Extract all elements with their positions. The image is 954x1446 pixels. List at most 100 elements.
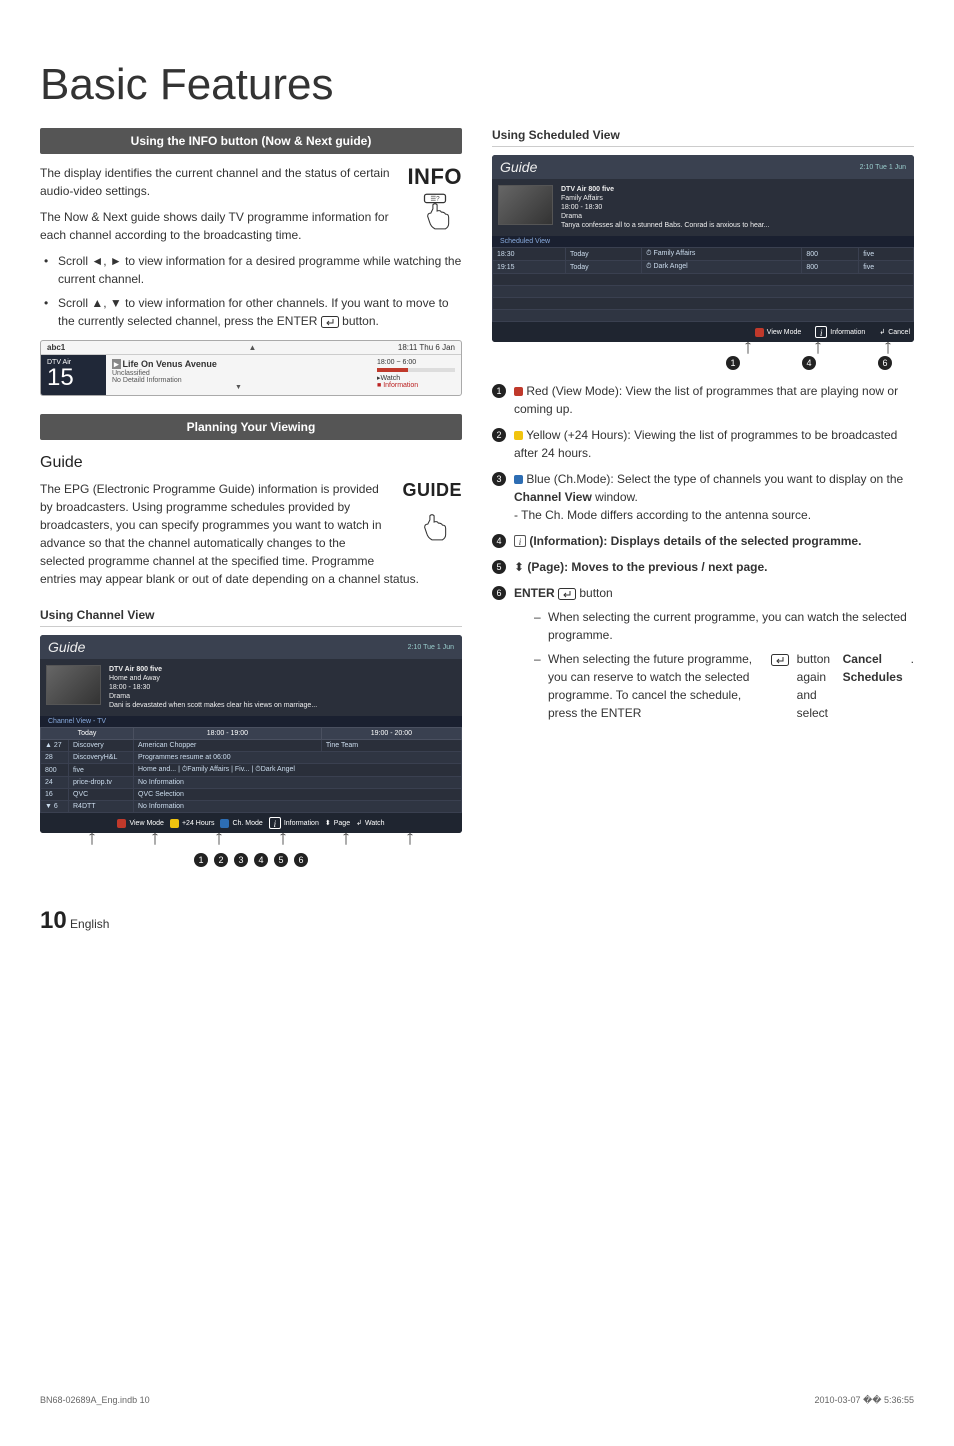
sv-meta-genre: Drama — [561, 212, 770, 221]
cancel-enter-icon: ↲ — [879, 328, 885, 336]
sv-f-cancel: Cancel — [888, 329, 910, 336]
cv-meta-genre: Drama — [109, 692, 317, 701]
guide-p: The EPG (Electronic Programme Guide) inf… — [40, 480, 462, 588]
cv-time: 2:10 Tue 1 Jun — [408, 644, 454, 651]
sv-f-view: View Mode — [767, 329, 802, 336]
table-row: 16QVCQVC Selection — [41, 789, 462, 801]
table-row: 28DiscoveryH&LProgrammes resume at 06:00 — [41, 752, 462, 764]
cv-arrows-row — [40, 833, 462, 847]
note-5: 5⬍ (Page): Moves to the previous / next … — [492, 558, 914, 576]
mini-prog: Life On Venus Avenue — [123, 359, 217, 369]
sv-f-info: Information — [830, 329, 865, 336]
section-info-button: Using the INFO button (Now & Next guide) — [40, 128, 462, 154]
cv-th-s1: 18:00 - 19:00 — [134, 728, 322, 740]
section-planning: Planning Your Viewing — [40, 414, 462, 440]
table-row: ▼ 6R4DTTNo Information — [41, 801, 462, 813]
cv-f-view: View Mode — [129, 820, 164, 827]
page-title: Basic Features — [40, 60, 914, 110]
enter-icon — [321, 314, 339, 328]
table-row: 24price-drop.tvNo Information — [41, 777, 462, 789]
bullet-scroll-lr: Scroll ◄, ► to view information for a de… — [58, 252, 462, 288]
cv-th-s2: 19:00 - 20:00 — [321, 728, 461, 740]
svg-text:☰?: ☰? — [430, 196, 440, 203]
mini-progress — [377, 368, 455, 372]
page-footer: BN68-02689A_Eng.indb 10 2010-03-07 �� 5:… — [40, 1395, 914, 1406]
sv-thumb — [498, 185, 553, 225]
sv-table: 18:30Today⏱ Family Affairs800five 19:15T… — [492, 247, 914, 322]
sv-meta-prog: Family Affairs — [561, 194, 770, 203]
cv-f-info: Information — [284, 820, 319, 827]
finger-icon-2 — [411, 501, 453, 543]
right-column: Using Scheduled View Guide 2:10 Tue 1 Ju… — [492, 128, 914, 867]
cv-viewlabel: Channel View - TV — [40, 716, 462, 727]
note-2: 2 Yellow (+24 Hours): Viewing the list o… — [492, 426, 914, 462]
mini-watch: ▸Watch — [377, 374, 455, 382]
guide-heading: Guide — [40, 454, 462, 472]
info-icon: INFO ☰? — [407, 164, 462, 237]
footer-left: BN68-02689A_Eng.indb 10 — [40, 1395, 150, 1406]
mini-unclass: Unclassified — [112, 370, 365, 377]
enter-icon-2 — [558, 586, 576, 600]
bullet-scroll-ud: Scroll ▲, ▼ to view information for othe… — [58, 294, 462, 330]
cv-meta-time: 18:00 - 18:30 — [109, 683, 317, 692]
sv-meta-time: 18:00 - 18:30 — [561, 203, 770, 212]
bullet-scroll-ud-text: Scroll ▲, ▼ to view information for othe… — [58, 296, 449, 328]
mini-noinfo: No Detaild Information — [112, 377, 365, 384]
page-number: 10 English — [40, 907, 914, 935]
cv-f-watch: Watch — [365, 820, 385, 827]
guide-label: GUIDE — [402, 480, 462, 501]
mock-channel-info: abc1 ▲ 18:11 Thu 6 Jan DTV Air 15 ▸Life … — [40, 340, 462, 396]
sv-meta-desc: Tanya confesses all to a stunned Babs. C… — [561, 221, 770, 230]
sv-circle-1: 1 — [726, 356, 740, 370]
sv-circle-6: 6 — [878, 356, 892, 370]
cv-title: Guide — [48, 639, 85, 655]
mini-num: 15 — [47, 366, 100, 390]
cv-table: Today18:00 - 19:0019:00 - 20:00 ▲ 27Disc… — [40, 727, 462, 813]
cv-footer: View Mode +24 Hours Ch. Mode iInformatio… — [40, 813, 462, 833]
mock-guide-scheduled: Guide 2:10 Tue 1 Jun DTV Air 800 five Fa… — [492, 155, 914, 342]
cv-thumb — [46, 665, 101, 705]
left-column: Using the INFO button (Now & Next guide)… — [40, 128, 462, 867]
cv-num-circles: 123456 — [40, 853, 462, 867]
guide-icon: GUIDE — [402, 480, 462, 548]
table-row: ▲ 27DiscoveryAmerican ChopperTine Team — [41, 740, 462, 752]
cv-meta-desc: Dani is devastated when scott makes clea… — [109, 701, 317, 710]
page-updown-icon: ⬍ — [325, 819, 331, 827]
sv-meta-ch: DTV Air 800 five — [561, 185, 770, 194]
mini-chname: abc1 — [47, 343, 107, 352]
mini-up-arrow: ▲ — [107, 343, 398, 352]
sv-arrows-row — [492, 342, 914, 356]
footer-right: 2010-03-07 �� 5:36:55 — [814, 1395, 914, 1406]
sv-time: 2:10 Tue 1 Jun — [860, 164, 906, 171]
cv-f-page: Page — [334, 820, 350, 827]
sv-footer: View Mode iInformation ↲Cancel — [492, 322, 914, 342]
info-p2: The Now & Next guide shows daily TV prog… — [40, 208, 462, 244]
cv-meta-ch: DTV Air 800 five — [109, 665, 317, 674]
note-6-sub1: When selecting the current programme, yo… — [532, 608, 914, 644]
mini-span: 18:00 ~ 6:00 — [377, 359, 455, 366]
sv-circle-4: 4 — [802, 356, 816, 370]
using-channel-view: Using Channel View — [40, 608, 462, 627]
info-label: INFO — [407, 164, 462, 190]
mini-clock: 18:11 Thu 6 Jan — [398, 343, 455, 352]
enter-icon-small: ↲ — [356, 819, 362, 827]
note-6: 6 ENTER button When selecting the curren… — [492, 584, 914, 732]
cv-f-24: +24 Hours — [182, 820, 215, 827]
mini-down-arrow: ▼ — [112, 384, 365, 391]
mock-guide-channel-view: Guide 2:10 Tue 1 Jun DTV Air 800 five Ho… — [40, 635, 462, 833]
note-4: 4i (Information): Displays details of th… — [492, 532, 914, 550]
bullet-tail: button. — [339, 314, 379, 328]
mini-info: ■ Information — [377, 382, 455, 389]
cv-meta-prog: Home and Away — [109, 674, 317, 683]
finger-icon: ☰? — [414, 190, 456, 232]
updown-icon: ⬍ — [514, 560, 524, 574]
note-1: 1 Red (View Mode): View the list of prog… — [492, 382, 914, 418]
sv-viewlabel: Scheduled View — [492, 236, 914, 247]
sv-num-circles: 1 4 6 — [492, 356, 914, 370]
prog-icon: ▸ — [112, 359, 121, 369]
enter-icon-3 — [771, 650, 789, 722]
note-6-sub2: When selecting the future programme, you… — [532, 650, 914, 722]
sv-title: Guide — [500, 159, 537, 175]
note-3: 3 Blue (Ch.Mode): Select the type of cha… — [492, 470, 914, 524]
table-row: 800fiveHome and... | ⏱Family Affairs | F… — [41, 764, 462, 777]
